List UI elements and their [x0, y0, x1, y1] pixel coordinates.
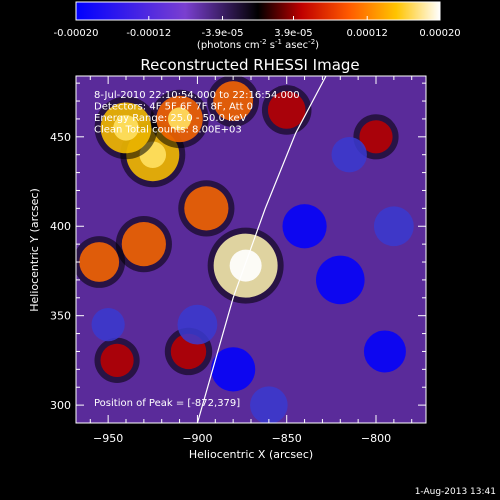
negative-residual [91, 308, 125, 342]
y-tick-label: 350 [50, 310, 71, 323]
y-tick-label: 400 [50, 220, 71, 233]
solar-limb-curve [196, 76, 327, 423]
negative-residual [331, 137, 367, 173]
colorbar-unit-label: (photons cm-2 s-1 asec-2) [197, 38, 319, 51]
colorbar-tick-label: -3.9e-05 [202, 28, 244, 39]
colorbar-tick-label: -0.00020 [54, 28, 99, 39]
negative-residual [363, 330, 406, 373]
source-core [113, 115, 139, 141]
observation-annotations: 8-Jul-2010 22:10:54.000 to 22:16:54.000D… [94, 90, 300, 136]
colorbar-tick-label: 3.9e-05 [274, 28, 312, 39]
colorbar: -0.00020 -0.00012 -3.9e-05 3.9e-05 0.00012 0.… [54, 1, 461, 51]
x-tick-label: −850 [272, 432, 302, 445]
emission-source [121, 222, 166, 267]
x-tick-label: −800 [361, 432, 391, 445]
y-tick-label: 300 [50, 399, 71, 412]
peak-position-label: Position of Peak = [-872,379] [94, 398, 240, 409]
colorbar-tick-label: -0.00012 [126, 28, 171, 39]
emission-source [213, 81, 254, 121]
y-tick-label: 450 [50, 131, 71, 144]
colorbar-tick-label: 0.00012 [347, 28, 388, 39]
x-axis: −950 −900 −850 −800 [89, 76, 413, 445]
colorbar-ticks: -0.00020 -0.00012 -3.9e-05 3.9e-05 0.00012 0.… [54, 16, 461, 39]
annotation-line: Clean Total counts: 8.00E+03 [94, 125, 242, 136]
y-axis-label: Heliocentric Y (arcsec) [28, 188, 41, 312]
negative-residual [373, 206, 414, 247]
emission-source [184, 186, 229, 231]
x-tick-label: −950 [93, 432, 123, 445]
x-tick-label: −900 [182, 432, 212, 445]
emission-source [267, 91, 306, 129]
negative-residual [315, 255, 365, 305]
negative-residual [177, 304, 218, 345]
emission-source [79, 242, 120, 282]
negative-residual [282, 204, 327, 249]
colorbar-tick-label: 0.00020 [419, 28, 460, 39]
negative-residual [250, 386, 288, 423]
annotation-line: Detectors: 4F 5F 6F 7F 8F, Att 0 [94, 102, 253, 113]
heatmap-plot [76, 76, 426, 423]
negative-residual [211, 347, 256, 392]
source-core [229, 249, 262, 282]
chart-title: Reconstructed RHESSI Image [140, 56, 359, 74]
x-axis-label: Heliocentric X (arcsec) [189, 448, 313, 461]
emission-source [100, 343, 134, 377]
source-core [167, 107, 192, 131]
y-axis: 300 350 400 450 [50, 82, 426, 424]
emission-source [359, 120, 393, 154]
emission-sources [76, 76, 414, 423]
annotation-line: Energy Range: 25.0 - 50.0 keV [94, 113, 247, 124]
colorbar-gradient [75, 1, 441, 21]
annotation-line: 8-Jul-2010 22:10:54.000 to 22:16:54.000 [94, 90, 300, 101]
footer-timestamp: 1-Aug-2013 13:41 [415, 487, 496, 497]
